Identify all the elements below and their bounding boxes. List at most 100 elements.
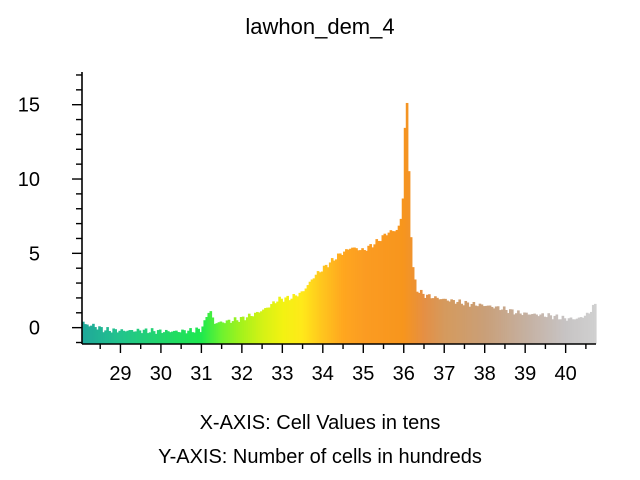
histogram-bar <box>90 325 93 344</box>
histogram-bar <box>241 316 245 344</box>
histogram-bar <box>591 304 595 344</box>
histogram-bar <box>375 239 379 344</box>
histogram-bar <box>482 306 486 344</box>
histogram-bar <box>195 327 198 344</box>
histogram-bar <box>508 309 512 344</box>
x-tick-label: 35 <box>352 363 374 385</box>
histogram-bar <box>577 317 581 344</box>
histogram-bar <box>152 331 156 344</box>
histogram-bar <box>328 262 332 344</box>
histogram-bar <box>322 265 326 344</box>
histogram-bars <box>82 102 597 345</box>
histogram-bar <box>504 310 508 344</box>
histogram-bar <box>484 305 488 344</box>
histogram-bar <box>419 289 423 344</box>
x-axis-label: X-AXIS: Cell Values in tens <box>200 412 441 434</box>
histogram-bar <box>450 299 453 344</box>
histogram-bar <box>171 331 174 344</box>
histogram-bar <box>587 313 591 344</box>
histogram-bar <box>385 235 389 344</box>
histogram-bar <box>249 316 253 344</box>
x-tick-label: 32 <box>231 363 253 385</box>
histogram-bar <box>164 329 168 344</box>
histogram-bar <box>373 244 377 344</box>
histogram-bar <box>177 332 180 344</box>
histogram-bar <box>529 314 532 344</box>
histogram-bar <box>189 328 192 344</box>
histogram-bar <box>470 304 474 344</box>
histogram-bar <box>320 271 324 344</box>
histogram-bar <box>500 309 504 344</box>
histogram-bar <box>583 315 587 344</box>
histogram-bar <box>197 328 200 344</box>
histogram-bar <box>227 319 231 344</box>
histogram-bar <box>175 330 178 344</box>
histogram-bar <box>223 323 227 344</box>
histogram-bar <box>391 231 395 344</box>
histogram-bar <box>569 317 573 344</box>
histogram-bar <box>312 278 316 344</box>
histogram-bar <box>405 102 409 345</box>
histogram-bar <box>430 298 433 344</box>
histogram-bar <box>276 301 279 344</box>
histogram-bar <box>237 321 241 344</box>
histogram-bar <box>296 296 300 344</box>
histogram-bar <box>345 249 348 344</box>
histogram-bar <box>363 250 366 344</box>
histogram-bar <box>193 332 196 344</box>
histogram-bar <box>353 247 356 344</box>
histogram-bar <box>92 323 95 344</box>
histogram-bar <box>565 320 569 344</box>
histogram-bar <box>154 333 158 344</box>
histogram-bar <box>502 306 506 344</box>
histogram-bar <box>537 316 540 344</box>
histogram-bar <box>213 323 217 344</box>
histogram-bar <box>549 315 553 344</box>
histogram-bar <box>551 319 555 344</box>
histogram-bar <box>264 308 267 344</box>
histogram-bar <box>306 285 310 344</box>
histogram-bar <box>187 330 190 344</box>
histogram-bar <box>561 315 565 344</box>
histogram-bar <box>458 299 462 344</box>
histogram-bar <box>519 313 522 344</box>
histogram-bar <box>417 292 421 344</box>
histogram-bar <box>221 322 225 344</box>
histogram-bar <box>559 319 563 344</box>
histogram-bar <box>288 300 292 344</box>
x-axis-ticks: 29 30 31 32 33 34 35 36 37 38 39 40 <box>99 344 587 385</box>
histogram-bar <box>116 332 120 344</box>
histogram-bar <box>179 332 182 344</box>
chart-title: lawhon_dem_4 <box>245 14 394 39</box>
histogram-bar <box>106 327 109 344</box>
histogram-bar <box>211 317 215 344</box>
histogram-bar <box>535 314 538 344</box>
histogram-bar <box>251 316 255 344</box>
histogram-bar <box>553 315 557 344</box>
histogram-bar <box>407 171 411 344</box>
histogram-bar <box>533 313 536 344</box>
histogram-bar <box>160 333 164 344</box>
histogram-bar <box>488 305 492 344</box>
histogram-bar <box>298 292 302 344</box>
histogram-bar <box>104 330 107 344</box>
histogram-bar <box>278 296 281 344</box>
histogram-bar <box>389 230 393 344</box>
histogram-bar <box>589 311 593 344</box>
histogram-bar <box>347 249 350 344</box>
histogram-bar <box>98 326 101 344</box>
histogram-bar <box>523 312 526 344</box>
x-tick-label: 40 <box>555 363 577 385</box>
histogram-bar <box>199 332 202 344</box>
histogram-bar <box>339 253 342 344</box>
histogram-bar <box>203 320 207 344</box>
histogram-bar <box>517 310 520 344</box>
histogram-bar <box>452 300 455 344</box>
histogram-bar <box>124 331 128 344</box>
histogram-bar <box>146 333 150 344</box>
histogram-bar <box>423 297 427 344</box>
histogram-bar <box>209 311 213 344</box>
histogram-bar <box>411 267 415 344</box>
histogram-bar <box>395 229 399 344</box>
